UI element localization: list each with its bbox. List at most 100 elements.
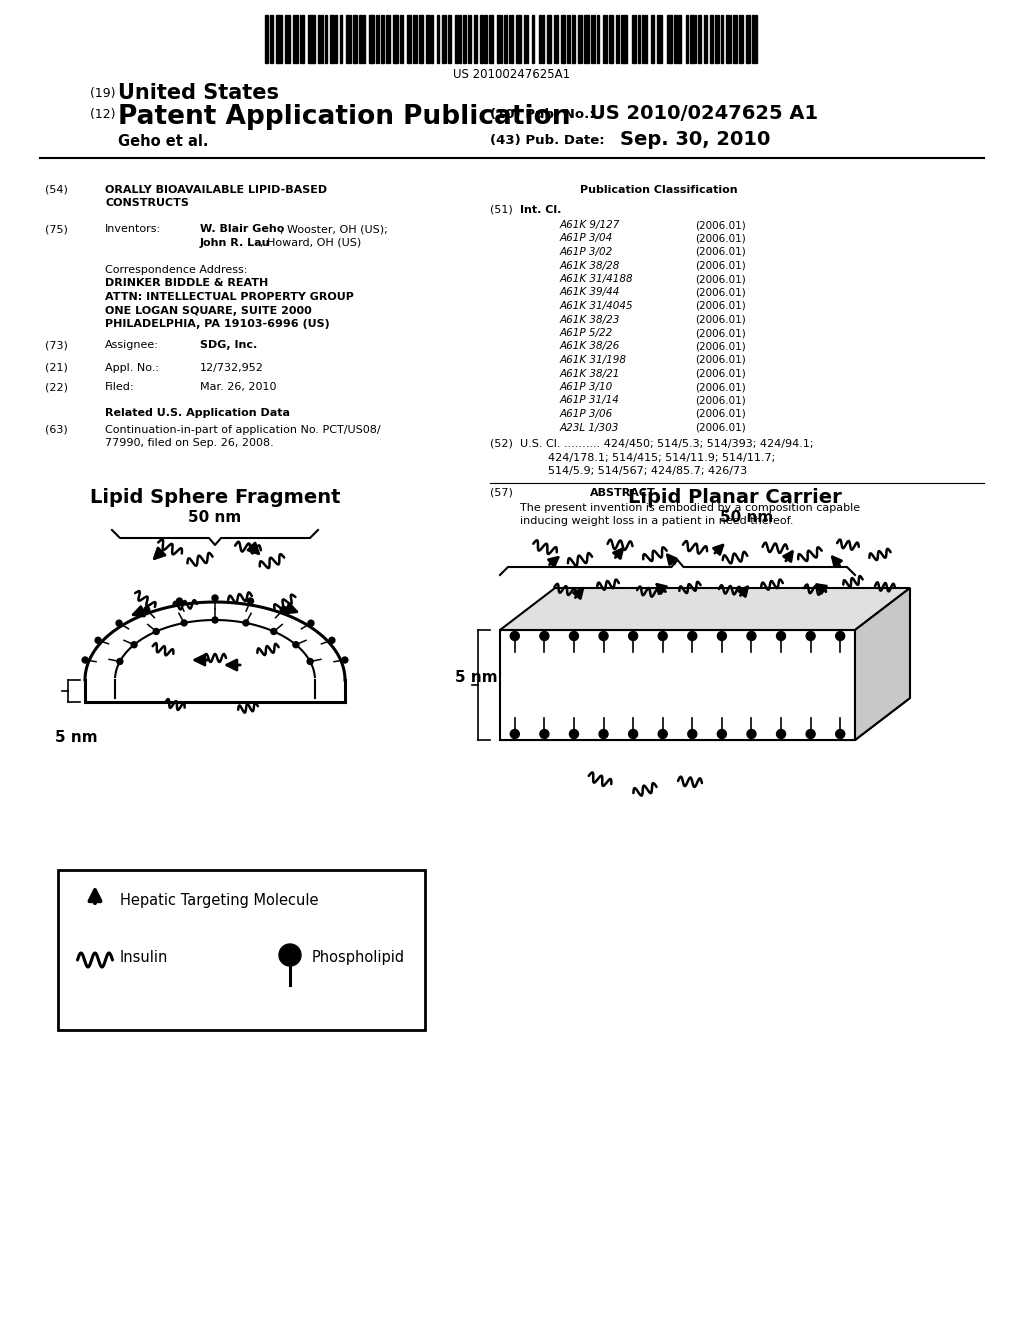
- Bar: [265, 15, 268, 63]
- Text: (2006.01): (2006.01): [695, 422, 745, 433]
- Bar: [710, 15, 712, 63]
- Text: (2006.01): (2006.01): [695, 327, 745, 338]
- Bar: [642, 15, 644, 63]
- Bar: [650, 15, 652, 63]
- Text: Geho et al.: Geho et al.: [118, 135, 209, 149]
- Bar: [715, 15, 717, 63]
- Text: A61K 38/21: A61K 38/21: [560, 368, 621, 379]
- Bar: [644, 15, 646, 63]
- Bar: [275, 15, 278, 63]
- Circle shape: [836, 730, 845, 738]
- Circle shape: [629, 730, 638, 738]
- Text: 77990, filed on Sep. 26, 2008.: 77990, filed on Sep. 26, 2008.: [105, 438, 273, 449]
- Text: John R. Lau: John R. Lau: [200, 238, 270, 248]
- Bar: [624, 15, 627, 63]
- Text: (2006.01): (2006.01): [695, 368, 745, 379]
- Text: A61K 9/127: A61K 9/127: [560, 220, 621, 230]
- Bar: [413, 15, 415, 63]
- Circle shape: [629, 631, 638, 640]
- Bar: [674, 15, 677, 63]
- Text: A61P 3/10: A61P 3/10: [560, 381, 613, 392]
- Circle shape: [599, 631, 608, 640]
- Bar: [355, 15, 357, 63]
- Bar: [475, 15, 477, 63]
- Text: Inventors:: Inventors:: [105, 224, 161, 234]
- Bar: [593, 15, 595, 63]
- Bar: [539, 15, 541, 63]
- Text: (2006.01): (2006.01): [695, 288, 745, 297]
- Text: Phospholipid: Phospholipid: [312, 950, 406, 965]
- Bar: [426, 15, 430, 63]
- Text: (2006.01): (2006.01): [695, 314, 745, 325]
- Circle shape: [154, 628, 159, 635]
- Text: (2006.01): (2006.01): [695, 409, 745, 418]
- Bar: [524, 15, 526, 63]
- Bar: [621, 15, 624, 63]
- Text: Patent Application Publication: Patent Application Publication: [118, 104, 570, 129]
- Text: A61K 31/4045: A61K 31/4045: [560, 301, 634, 312]
- Bar: [396, 15, 398, 63]
- Bar: [560, 15, 563, 63]
- Text: SDG, Inc.: SDG, Inc.: [200, 341, 257, 350]
- Bar: [667, 15, 670, 63]
- Circle shape: [569, 730, 579, 738]
- Text: (10) Pub. No.:: (10) Pub. No.:: [490, 108, 595, 121]
- Text: Correspondence Address:: Correspondence Address:: [105, 265, 248, 275]
- Bar: [321, 15, 323, 63]
- Bar: [419, 15, 421, 63]
- Bar: [359, 15, 362, 63]
- Text: (2006.01): (2006.01): [695, 247, 745, 257]
- Text: (21): (21): [45, 363, 68, 374]
- Circle shape: [836, 631, 845, 640]
- Text: (2006.01): (2006.01): [695, 342, 745, 351]
- Text: inducing weight loss in a patient in need thereof.: inducing weight loss in a patient in nee…: [520, 516, 794, 527]
- Circle shape: [308, 620, 314, 626]
- Bar: [752, 15, 754, 63]
- Text: , Wooster, OH (US);: , Wooster, OH (US);: [280, 224, 388, 234]
- Bar: [362, 15, 365, 63]
- Bar: [307, 15, 310, 63]
- Bar: [352, 15, 354, 63]
- Text: United States: United States: [118, 83, 279, 103]
- Circle shape: [806, 631, 815, 640]
- Circle shape: [243, 620, 249, 626]
- Bar: [670, 15, 672, 63]
- Bar: [739, 15, 741, 63]
- Circle shape: [540, 631, 549, 640]
- Bar: [555, 15, 557, 63]
- Circle shape: [776, 730, 785, 738]
- Bar: [407, 15, 410, 63]
- Circle shape: [307, 659, 313, 664]
- Bar: [382, 15, 384, 63]
- Bar: [386, 15, 388, 63]
- Circle shape: [806, 730, 815, 738]
- Text: Insulin: Insulin: [120, 950, 168, 965]
- Text: (2006.01): (2006.01): [695, 220, 745, 230]
- Text: ABSTRACT: ABSTRACT: [590, 487, 655, 498]
- Bar: [311, 15, 315, 63]
- Bar: [573, 15, 575, 63]
- Circle shape: [281, 607, 287, 612]
- Text: Appl. No.:: Appl. No.:: [105, 363, 159, 374]
- Text: (2006.01): (2006.01): [695, 381, 745, 392]
- Circle shape: [143, 607, 150, 612]
- Bar: [447, 15, 450, 63]
- Text: (2006.01): (2006.01): [695, 260, 745, 271]
- Text: A61P 3/02: A61P 3/02: [560, 247, 613, 257]
- Bar: [505, 15, 507, 63]
- Text: A61P 3/04: A61P 3/04: [560, 234, 613, 243]
- Bar: [369, 15, 371, 63]
- Text: 50 nm: 50 nm: [720, 510, 773, 525]
- Text: (73): (73): [45, 341, 68, 350]
- Circle shape: [599, 730, 608, 738]
- Bar: [278, 15, 282, 63]
- Bar: [285, 15, 287, 63]
- Circle shape: [116, 620, 122, 626]
- Bar: [519, 15, 521, 63]
- Circle shape: [540, 730, 549, 738]
- Text: A61K 38/26: A61K 38/26: [560, 342, 621, 351]
- Bar: [604, 15, 606, 63]
- Bar: [488, 15, 492, 63]
- Circle shape: [293, 642, 299, 648]
- Text: (51): (51): [490, 205, 513, 215]
